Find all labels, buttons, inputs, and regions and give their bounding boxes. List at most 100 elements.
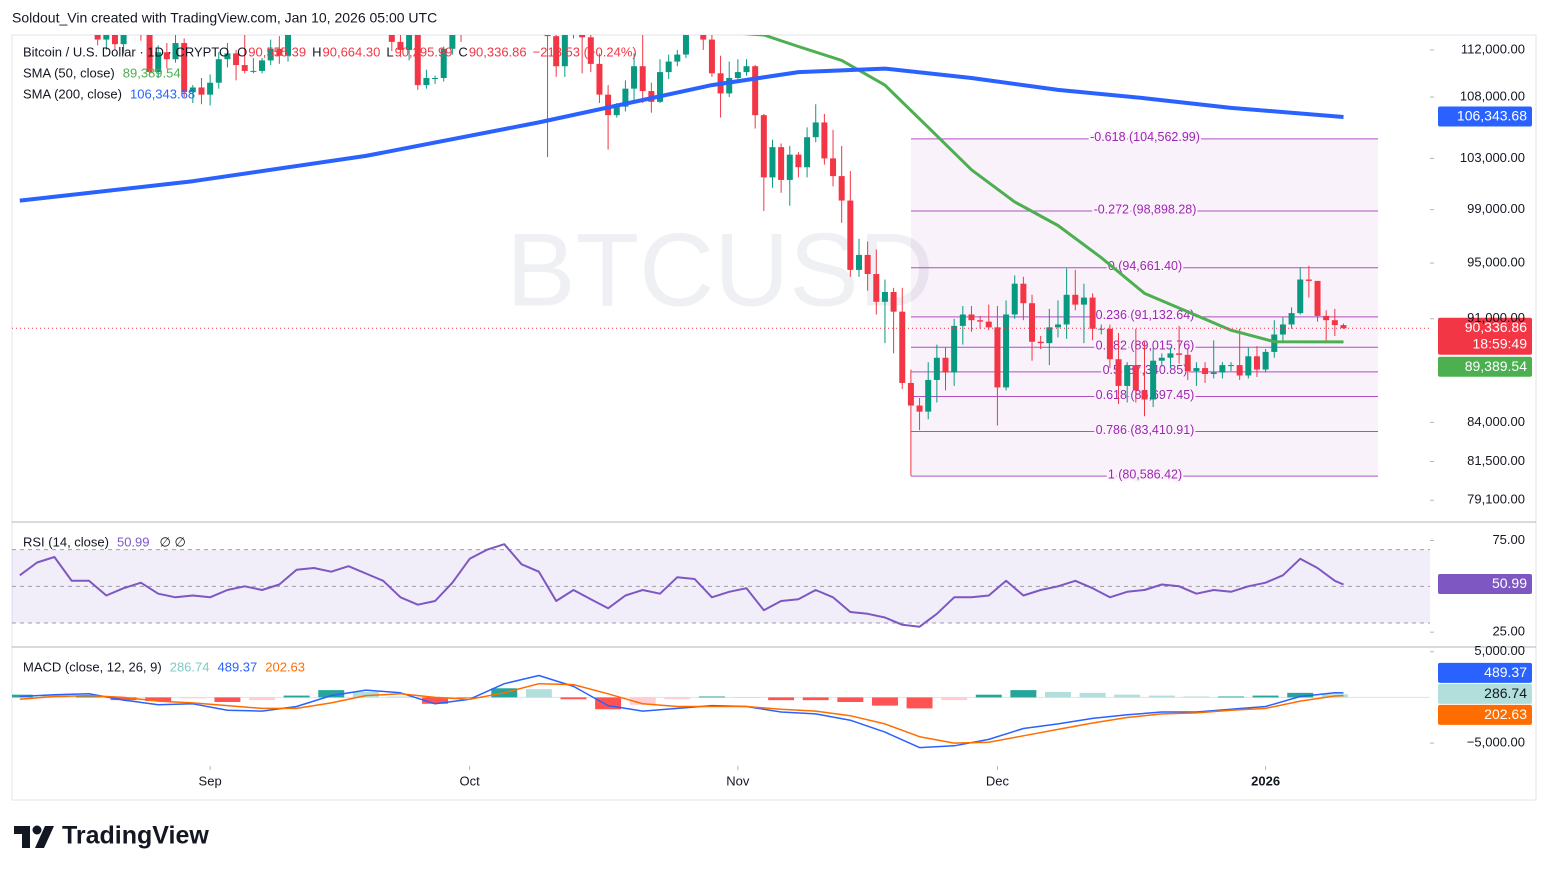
fib-label: 1 (80,586.42) [1108, 467, 1182, 481]
candle-body [838, 176, 845, 201]
macd-histogram-bar [214, 697, 241, 702]
indicator-value: 50.99 [117, 534, 150, 549]
candle-body [1236, 365, 1243, 376]
candle-body [189, 87, 196, 93]
candle-body [674, 54, 681, 62]
candle-body [959, 314, 966, 326]
candle-body [406, 35, 413, 50]
fib-label: -0.272 (98,898.28) [1094, 202, 1197, 216]
candle-body [977, 320, 984, 322]
x-tick-label: Oct [460, 773, 481, 788]
candle-body [665, 61, 672, 73]
candle-body [1063, 294, 1070, 325]
signal-tag: 202.63 [1484, 706, 1527, 722]
last-price-tag: 90,336.86 [1465, 319, 1527, 335]
candle-body [207, 82, 214, 95]
candle-body [830, 158, 837, 177]
histogram-value: 286.74 [170, 659, 210, 674]
macd-histogram-bar [802, 697, 829, 701]
sma-price-tag-bg [1438, 106, 1532, 127]
signal-line [19, 682, 1344, 744]
candle-body [682, 35, 689, 55]
candle-body [1141, 390, 1148, 400]
y-tick-label: 103,000.00 [1460, 150, 1525, 165]
brand-logo [14, 825, 54, 848]
macd-histogram-bar [1010, 690, 1037, 698]
macd-histogram-tag: 286.74 [1484, 685, 1527, 701]
y-tick-label: 108,000.00 [1460, 88, 1525, 103]
candle-body [1020, 283, 1027, 304]
candle-body [1158, 357, 1165, 361]
rsi-band [12, 549, 1430, 623]
fib-label: 0 (94,661.40) [1108, 259, 1182, 273]
macd-histogram-bar [1287, 692, 1314, 698]
candle-body [579, 35, 586, 38]
ohlc-key: C [458, 44, 467, 59]
indicator-name: SMA (50, close) [23, 65, 115, 80]
candle-body [553, 36, 560, 67]
ohlc-key: O [237, 44, 247, 59]
candle-body [708, 39, 715, 74]
indicator-value: 106,343.68 [130, 86, 195, 101]
candle-body [163, 52, 170, 60]
candle-body [752, 66, 759, 116]
candle-body [916, 405, 923, 412]
candle-body [760, 115, 767, 178]
candle-body [596, 63, 603, 95]
macd-histogram-bar [906, 697, 933, 709]
watermark: BTCUSD [506, 212, 934, 328]
last-price-tag-countdown: 18:59:49 [1473, 335, 1528, 351]
macd-histogram-bar [1079, 692, 1106, 698]
candle-body [1219, 365, 1226, 373]
candle-body [250, 70, 257, 72]
sma-line [19, 66, 1344, 203]
candle-body [544, 35, 551, 37]
candle-body [1193, 368, 1200, 372]
candle-body [1262, 351, 1269, 370]
candle-body [440, 48, 447, 78]
rsi-line [19, 543, 1344, 628]
candle-body [812, 122, 819, 138]
macd-histogram-bar [1114, 694, 1141, 698]
macd-histogram-bar [456, 697, 483, 698]
sma-line [742, 35, 1344, 344]
signal-value: 202.63 [265, 659, 305, 674]
y-tick-label: 25.00 [1492, 624, 1525, 639]
candle-body [1124, 365, 1131, 386]
macd-histogram-bar [352, 691, 379, 698]
fib-label: 0.236 (91,132.64) [1096, 308, 1195, 322]
candle-body [1037, 341, 1044, 344]
candle-body [1331, 320, 1338, 326]
candle-body [94, 35, 101, 40]
candle-body [933, 357, 940, 380]
y-tick-label: −5,000.00 [1467, 735, 1525, 750]
macd-histogram-bar [110, 697, 137, 701]
candle-body [769, 147, 776, 178]
candle-body [951, 325, 958, 373]
legends: Bitcoin / U.S. Dollar · 1D · CRYPTO O 90,5… [23, 44, 1532, 725]
candle-body [276, 48, 283, 56]
fib-label: 0.786 (83,410.91) [1096, 423, 1195, 437]
brand-name: TradingView [62, 822, 209, 850]
macd-histogram-bar [768, 697, 795, 701]
macd-histogram-bar [422, 697, 449, 704]
indicator-name: SMA (200, close) [23, 86, 122, 101]
candle-body [622, 88, 629, 107]
candle-body [155, 52, 162, 73]
macd-histogram-bar [1045, 691, 1071, 698]
candle-body [743, 66, 750, 73]
candle-body [181, 43, 188, 93]
candle-body [804, 137, 811, 168]
candle-body [1080, 297, 1087, 305]
macd-histogram-bar [1218, 696, 1244, 698]
rsi-pane [12, 543, 1430, 628]
y-tick-label: 5,000.00 [1474, 643, 1525, 658]
sma-price-tag: 89,389.54 [1465, 358, 1527, 374]
fib-label: 0.5 (87,340.85) [1103, 363, 1188, 377]
x-tick-label: Sep [199, 773, 222, 788]
candle-body [1314, 280, 1321, 316]
candle-body [1167, 353, 1174, 358]
candle-body [1011, 283, 1018, 315]
